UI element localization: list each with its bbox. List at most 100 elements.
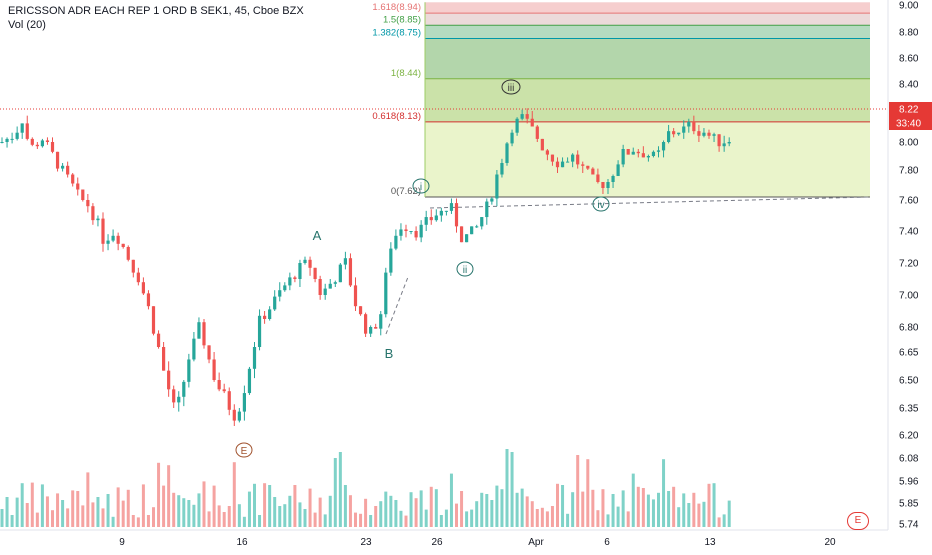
- candle-body-126: [636, 151, 640, 154]
- y-tick-label-9: 7.20: [899, 259, 919, 270]
- volume-bar-57: [288, 495, 292, 527]
- volume-bar-78: [394, 500, 398, 527]
- candle-body-48: [242, 393, 246, 412]
- volume-bar-10: [51, 510, 54, 527]
- volume-bar-18: [91, 502, 95, 527]
- volume-bar-100: [505, 449, 509, 527]
- candle-144: [727, 137, 731, 147]
- candle-23: [116, 232, 120, 251]
- volume-bar-16: [81, 505, 85, 527]
- wave-circle-i: [412, 178, 430, 194]
- candle-18: [91, 203, 95, 225]
- candle-63: [318, 275, 322, 300]
- wave-circle-iii: [501, 79, 521, 95]
- volume-bar-70: [354, 512, 357, 527]
- volume-bar-88: [444, 509, 448, 527]
- candle-body-72: [364, 314, 368, 334]
- candle-80: [404, 224, 408, 238]
- candle-body-43: [217, 380, 221, 390]
- volume-bar-133: [672, 486, 676, 527]
- candle-69: [348, 253, 353, 287]
- candle-body-16: [81, 189, 85, 200]
- candle-body-120: [606, 182, 610, 188]
- candle-body-123: [621, 149, 625, 165]
- volume-bar-56: [283, 504, 287, 527]
- candle-137: [692, 115, 696, 135]
- y-tick-label-0: 9.00: [899, 1, 919, 12]
- volume-bar-80: [404, 515, 408, 527]
- volume-bar-79: [399, 510, 403, 527]
- candle-67: [338, 263, 342, 283]
- current-price-tag: [889, 102, 932, 116]
- x-tick-label-5: 6: [604, 537, 610, 548]
- candle-body-127: [641, 153, 645, 158]
- candle-body-88: [444, 210, 448, 212]
- candle-body-35: [177, 396, 181, 403]
- candle-body-104: [525, 114, 529, 119]
- candle-body-37: [187, 359, 191, 382]
- volume-bar-25: [126, 489, 130, 527]
- volume-bar-106: [535, 509, 539, 527]
- volume-bar-24: [121, 500, 125, 527]
- volume-bar-131: [662, 459, 666, 527]
- volume-bar-73: [369, 515, 373, 527]
- volume-bar-8: [40, 484, 44, 527]
- volume-bar-15: [76, 491, 80, 527]
- candle-body-11: [55, 151, 60, 169]
- candle-62: [313, 267, 317, 283]
- candle-108: [545, 149, 549, 161]
- candle-12: [61, 163, 65, 172]
- candle-body-61: [308, 259, 312, 268]
- candle-body-13: [66, 165, 70, 175]
- candle-123: [621, 144, 625, 168]
- x-tick-label-1: 16: [236, 537, 248, 548]
- candle-7: [35, 142, 39, 149]
- candle-76: [384, 267, 388, 318]
- candle-body-63: [318, 279, 322, 295]
- candle-68: [343, 251, 347, 270]
- candle-body-2: [10, 138, 14, 140]
- candle-8: [40, 138, 44, 148]
- volume-bar-76: [384, 491, 388, 527]
- candle-body-140: [707, 132, 711, 136]
- candle-body-107: [540, 138, 544, 151]
- candle-body-73: [369, 327, 373, 334]
- candle-81: [409, 231, 413, 235]
- candle-100: [505, 142, 509, 166]
- candle-body-38: [192, 338, 196, 360]
- volume-bar-2: [10, 515, 14, 527]
- candle-21: [106, 234, 110, 251]
- candle-19: [96, 215, 100, 227]
- candle-36: [182, 380, 186, 407]
- volume-bar-64: [323, 514, 327, 527]
- wave-label-iii: iii: [508, 83, 515, 94]
- volume-bar-102: [515, 492, 519, 527]
- candle-44: [222, 383, 226, 394]
- candle-86: [434, 209, 438, 222]
- candle-body-137: [692, 121, 696, 132]
- candle-141: [712, 132, 716, 142]
- volume-bar-75: [379, 501, 383, 527]
- earnings-badge[interactable]: E: [847, 512, 869, 530]
- y-tick-label-6: 7.80: [899, 166, 919, 177]
- volume-bar-67: [338, 452, 342, 527]
- candle-15: [76, 177, 80, 196]
- candle-body-31: [156, 333, 161, 347]
- volume-bar-6: [30, 482, 34, 527]
- candle-body-47: [237, 411, 241, 421]
- wave-label-iv: iv: [597, 200, 604, 211]
- candle-105: [530, 111, 534, 127]
- candle-11: [55, 151, 60, 172]
- candle-body-105: [530, 118, 534, 127]
- candle-98: [495, 170, 499, 207]
- volume-bar-116: [586, 459, 590, 527]
- candle-body-56: [283, 285, 287, 291]
- volume-bar-108: [545, 511, 549, 527]
- candle-body-68: [343, 258, 347, 265]
- y-tick-label-5: 8.00: [899, 138, 919, 149]
- candle-16: [81, 189, 85, 202]
- candle-87: [439, 207, 443, 222]
- candle-60: [303, 256, 307, 265]
